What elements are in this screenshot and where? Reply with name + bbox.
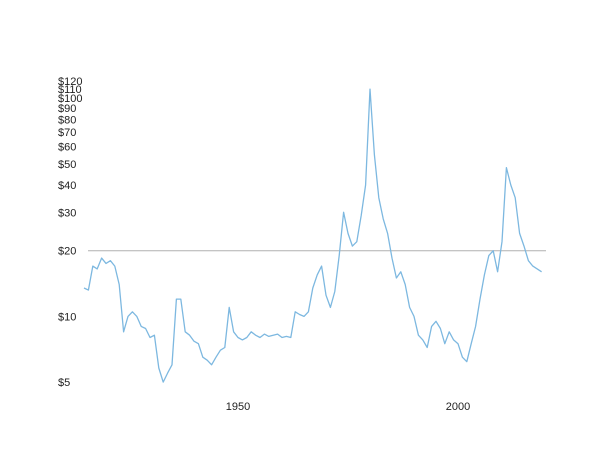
y-tick-label: $80 (58, 114, 76, 126)
x-axis-ticks: 1950 2000 (226, 401, 470, 413)
y-tick-label: $70 (58, 127, 76, 139)
y-tick-label: $90 (58, 103, 76, 115)
price-series-line (83, 88, 542, 383)
y-tick-label: $40 (58, 180, 76, 192)
y-tick-label: $50 (58, 159, 76, 171)
x-tick-label: 1950 (226, 401, 250, 413)
y-tick-label: $5 (58, 377, 70, 389)
y-tick-label: $110 (58, 84, 82, 96)
y-tick-label: $60 (58, 142, 76, 154)
y-tick-label: $10 (58, 311, 76, 323)
y-tick-label: $120 (58, 76, 82, 88)
y-tick-label: $30 (58, 207, 76, 219)
y-axis-ticks: $5 $10 $20 $30 $40 $50 $60 $70$80$90$100$110$12… (58, 76, 82, 389)
y-tick-label: $20 (58, 246, 76, 258)
y-tick-label: $100 (58, 93, 82, 105)
x-tick-label: 2000 (446, 401, 470, 413)
